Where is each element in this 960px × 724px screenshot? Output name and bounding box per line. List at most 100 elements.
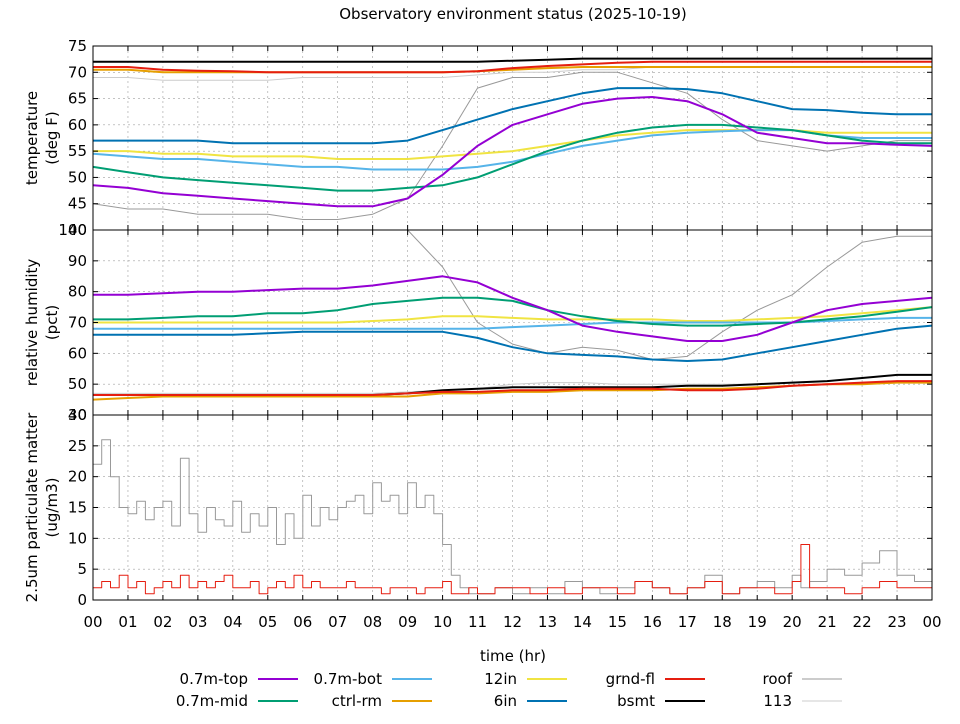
legend-label: bsmt xyxy=(617,692,655,710)
y-tick-label: 90 xyxy=(68,252,87,270)
series-line-grnd-fl xyxy=(93,60,932,74)
y-tick-label: 70 xyxy=(68,63,87,81)
legend-label: 6in xyxy=(494,692,517,710)
y-tick-label: 80 xyxy=(68,283,87,301)
x-tick-label: 15 xyxy=(608,613,627,631)
x-tick-label: 07 xyxy=(328,613,347,631)
legend-item-ctrl-rm: ctrl-rm xyxy=(332,692,432,710)
x-tick-label: 12 xyxy=(503,613,522,631)
y-tick-label: 40 xyxy=(68,406,87,424)
series-line-0.7m-mid xyxy=(93,123,932,192)
panel-3: 0 5 10 15 20 25 30 2.5um particulate matter (ug/… xyxy=(23,406,933,609)
y-tick-label: 75 xyxy=(68,37,87,55)
series-line-bsmt xyxy=(93,57,932,63)
y-tick-label: 45 xyxy=(68,195,87,213)
y-tick-label: 30 xyxy=(68,406,87,424)
y-tick-label: 10 xyxy=(68,529,87,547)
legend-item-6in: 6in xyxy=(494,692,567,710)
x-tick-label: 10 xyxy=(433,613,452,631)
x-tick-label: 04 xyxy=(223,613,242,631)
legend-label: 113 xyxy=(763,692,792,710)
y-axis-label: temperature (deg F) xyxy=(23,91,61,185)
series-line-roof xyxy=(93,71,932,220)
panel-1: 40 45 50 55 60 65 70 75 temperature (deg F) xyxy=(23,37,933,239)
x-tick-label: 17 xyxy=(678,613,697,631)
y-tick-label: 65 xyxy=(68,90,87,108)
x-tick-label: 22 xyxy=(853,613,872,631)
y-axis-label: 2.5um particulate matter (ug/m3) xyxy=(23,412,61,602)
series-group xyxy=(93,230,932,401)
y-tick-label: 25 xyxy=(68,437,87,455)
legend-item-12in: 12in xyxy=(484,670,567,688)
grid xyxy=(93,230,932,415)
y-tick-label: 40 xyxy=(68,221,87,239)
legend-label: ctrl-rm xyxy=(332,692,382,710)
y-axis-label: relative humidity (pct) xyxy=(23,259,61,387)
y-tick-label: 70 xyxy=(68,314,87,332)
x-tick-label: 01 xyxy=(118,613,137,631)
y-tick-labels: 40 45 50 55 60 65 70 75 xyxy=(68,37,87,239)
legend-item-113: 113 xyxy=(763,692,842,710)
x-tick-label: 03 xyxy=(188,613,207,631)
x-axis-label: time (hr) xyxy=(480,647,546,665)
chart-title: Observatory environment status (2025-10-… xyxy=(339,5,687,23)
x-tick-label: 02 xyxy=(153,613,172,631)
x-tick-label: 08 xyxy=(363,613,382,631)
series-group xyxy=(93,57,932,220)
legend-label: 0.7m-top xyxy=(180,670,248,688)
series-line-12in xyxy=(93,129,932,160)
y-tick-label: 20 xyxy=(68,468,87,486)
y-tick-label: 15 xyxy=(68,499,87,517)
grid xyxy=(93,415,932,600)
series-line-6in xyxy=(93,87,932,145)
series-line-roof xyxy=(93,230,932,360)
legend: 0.7m-top 0.7m-bot 12in grnd-fl roof 0.7m-mid c… xyxy=(176,670,842,710)
series-line-grnd-fl xyxy=(93,380,932,396)
series-line-grnd-fl xyxy=(93,544,932,595)
y-tick-label: 60 xyxy=(68,344,87,362)
x-tick-label: 13 xyxy=(538,613,557,631)
x-tick-label: 18 xyxy=(713,613,732,631)
legend-label: 0.7m-bot xyxy=(314,670,383,688)
x-tick-label: 00 xyxy=(83,613,102,631)
panel-2: 40 50 60 70 80 90 100 relative humidity (pct) xyxy=(23,221,933,424)
series-line-0.7m-top xyxy=(93,275,932,342)
legend-item-bsmt: bsmt xyxy=(617,692,705,710)
series-line-12in xyxy=(93,306,932,324)
series-group xyxy=(93,439,932,595)
x-tick-label: 11 xyxy=(468,613,487,631)
series-line-ctrl-rm xyxy=(93,66,932,74)
legend-item-grnd-fl: grnd-fl xyxy=(606,670,705,688)
x-tick-label: 06 xyxy=(293,613,312,631)
y-tick-labels: 0 5 10 15 20 25 30 xyxy=(68,406,87,609)
y-tick-label: 5 xyxy=(77,560,87,578)
grid xyxy=(93,46,932,230)
legend-item-0.7m-top: 0.7m-top xyxy=(180,670,298,688)
y-tick-label: 50 xyxy=(68,375,87,393)
x-tick-label: 21 xyxy=(818,613,837,631)
legend-item-0.7m-mid: 0.7m-mid xyxy=(176,692,298,710)
legend-label: 0.7m-mid xyxy=(176,692,248,710)
y-tick-label: 50 xyxy=(68,168,87,186)
x-tick-label: 16 xyxy=(643,613,662,631)
y-tick-label: 55 xyxy=(68,142,87,160)
x-tick-label: 20 xyxy=(783,613,802,631)
y-tick-label: 60 xyxy=(68,116,87,134)
x-tick-label: 19 xyxy=(748,613,767,631)
legend-label: roof xyxy=(763,670,793,688)
x-tick-label: 00 xyxy=(922,613,941,631)
legend-label: grnd-fl xyxy=(606,670,655,688)
series-line-0.7m-top xyxy=(93,96,932,208)
series-line-6in xyxy=(93,324,932,362)
x-tick-label: 23 xyxy=(887,613,906,631)
y-tick-labels: 40 50 60 70 80 90 100 xyxy=(58,221,87,424)
y-tick-label: 100 xyxy=(58,221,87,239)
legend-label: 12in xyxy=(484,670,517,688)
x-tick-label: 09 xyxy=(398,613,417,631)
x-tick-label: 14 xyxy=(573,613,592,631)
legend-item-roof: roof xyxy=(763,670,842,688)
x-tick-label: 05 xyxy=(258,613,277,631)
legend-item-0.7m-bot: 0.7m-bot xyxy=(314,670,432,688)
